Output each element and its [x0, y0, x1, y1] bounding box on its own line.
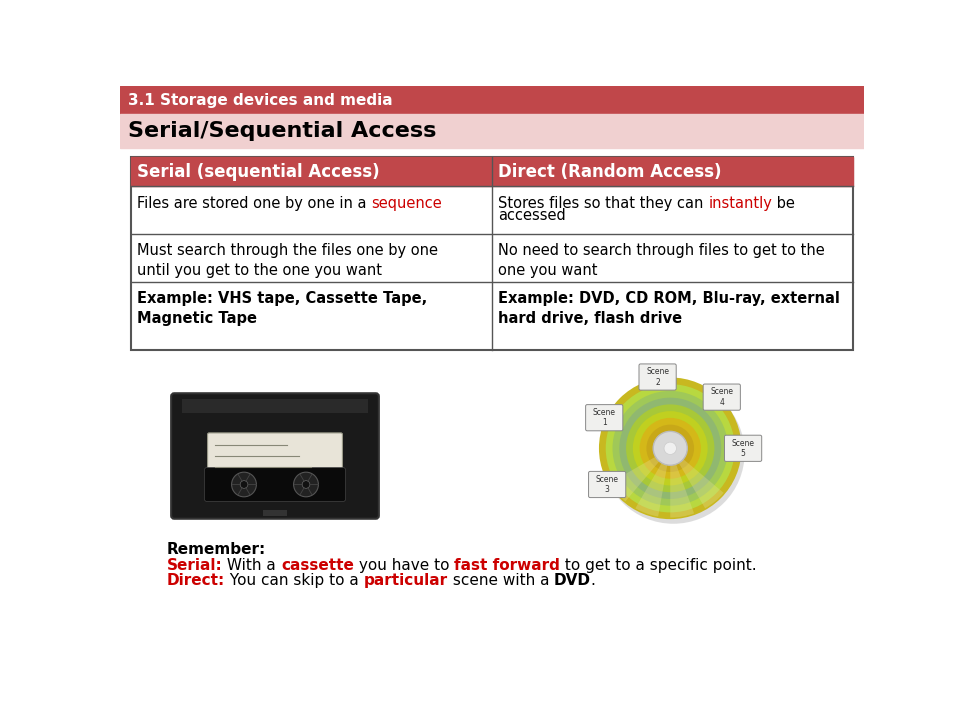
Wedge shape	[610, 456, 660, 501]
Text: scene with a: scene with a	[447, 573, 554, 588]
Text: Stores files so that they can: Stores files so that they can	[498, 196, 708, 211]
FancyBboxPatch shape	[725, 435, 761, 462]
Wedge shape	[636, 463, 667, 516]
Text: Direct (Random Access): Direct (Random Access)	[498, 163, 722, 181]
Text: sequence: sequence	[372, 196, 442, 211]
Text: to get to a specific point.: to get to a specific point.	[560, 557, 756, 572]
FancyBboxPatch shape	[207, 433, 343, 486]
Circle shape	[646, 425, 694, 472]
Wedge shape	[670, 464, 694, 518]
Circle shape	[240, 481, 248, 488]
Bar	[120, 114, 864, 148]
Bar	[120, 86, 864, 114]
Text: instantly: instantly	[708, 196, 772, 211]
Circle shape	[231, 472, 256, 497]
Circle shape	[294, 472, 319, 497]
Text: accessed: accessed	[498, 208, 566, 223]
Text: Remember:: Remember:	[166, 542, 266, 557]
Text: Must search through the files one by one
until you get to the one you want: Must search through the files one by one…	[137, 243, 438, 278]
FancyBboxPatch shape	[588, 472, 626, 498]
FancyBboxPatch shape	[703, 384, 740, 410]
Text: Example: DVD, CD ROM, Blu-ray, external
hard drive, flash drive: Example: DVD, CD ROM, Blu-ray, external …	[498, 291, 840, 326]
FancyBboxPatch shape	[586, 405, 623, 431]
Circle shape	[606, 384, 734, 513]
Text: Direct:: Direct:	[166, 573, 225, 588]
Text: Serial/Sequential Access: Serial/Sequential Access	[128, 121, 436, 141]
Circle shape	[626, 405, 714, 492]
Bar	[263, 510, 287, 516]
Text: Scene
4: Scene 4	[710, 387, 733, 407]
Wedge shape	[679, 459, 724, 508]
Circle shape	[302, 481, 310, 488]
Circle shape	[619, 397, 721, 499]
Bar	[131, 157, 853, 350]
Text: DVD: DVD	[554, 573, 590, 588]
Text: particular: particular	[364, 573, 447, 588]
Circle shape	[633, 411, 708, 485]
Circle shape	[639, 418, 701, 479]
Text: Serial (sequential Access): Serial (sequential Access)	[137, 163, 379, 181]
Text: Scene
1: Scene 1	[592, 408, 615, 428]
Bar	[182, 400, 368, 413]
Circle shape	[653, 431, 687, 465]
Text: be: be	[772, 196, 795, 211]
Circle shape	[612, 391, 728, 505]
FancyBboxPatch shape	[204, 467, 346, 501]
Text: cassette: cassette	[281, 557, 353, 572]
Circle shape	[664, 442, 677, 454]
FancyBboxPatch shape	[171, 393, 379, 518]
Text: .: .	[590, 573, 596, 588]
Text: Scene
5: Scene 5	[732, 438, 755, 458]
Text: Scene
3: Scene 3	[595, 474, 618, 494]
Text: Serial:: Serial:	[166, 557, 223, 572]
FancyBboxPatch shape	[639, 364, 676, 390]
Text: Scene
2: Scene 2	[646, 367, 669, 387]
Text: Files are stored one by one in a: Files are stored one by one in a	[137, 196, 372, 211]
Circle shape	[602, 382, 745, 523]
Text: With a: With a	[223, 557, 281, 572]
Text: 3.1 Storage devices and media: 3.1 Storage devices and media	[128, 93, 393, 108]
Text: You can skip to a: You can skip to a	[225, 573, 364, 588]
Circle shape	[599, 377, 741, 519]
Text: No need to search through files to get to the
one you want: No need to search through files to get t…	[498, 243, 825, 278]
Text: fast forward: fast forward	[454, 557, 560, 572]
Text: you have to: you have to	[353, 557, 454, 572]
Text: Example: VHS tape, Cassette Tape,
Magnetic Tape: Example: VHS tape, Cassette Tape, Magnet…	[137, 291, 427, 326]
Bar	[131, 157, 853, 186]
